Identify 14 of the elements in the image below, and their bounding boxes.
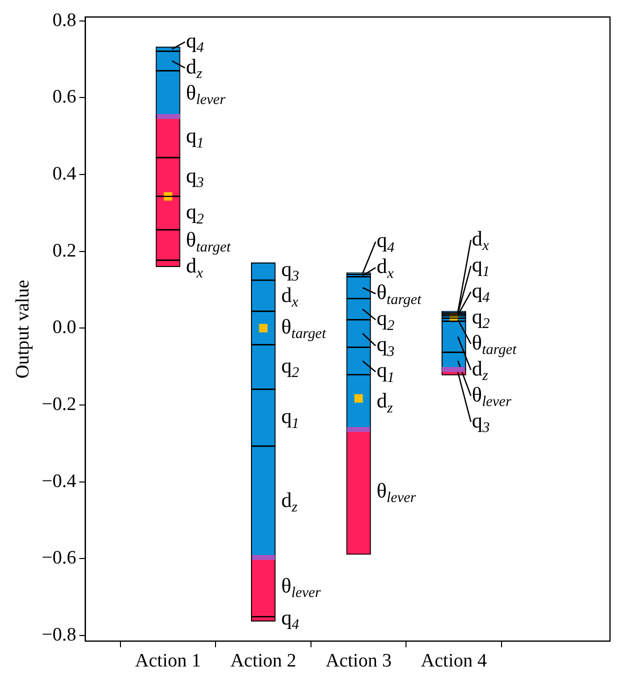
y-tick-label: 0.6 xyxy=(52,86,76,108)
y-tick-label: 0.2 xyxy=(52,240,76,262)
y-tick-label: −0.6 xyxy=(42,548,76,569)
y-tick-label: 0.8 xyxy=(52,10,76,31)
x-tick-label: Action 2 xyxy=(230,650,296,672)
y-tick-label: −0.8 xyxy=(42,624,76,646)
x-tick-label: Action 3 xyxy=(326,650,392,672)
y-tick-label: −0.2 xyxy=(42,394,76,415)
y-tick-label: 0.4 xyxy=(52,163,77,184)
x-tick-label: Action 4 xyxy=(420,650,488,672)
y-axis-title: Output value xyxy=(12,280,34,378)
y-tick-label: 0.0 xyxy=(52,317,76,338)
x-tick-label: Action 1 xyxy=(135,650,201,672)
y-tick-label: −0.4 xyxy=(42,470,77,492)
